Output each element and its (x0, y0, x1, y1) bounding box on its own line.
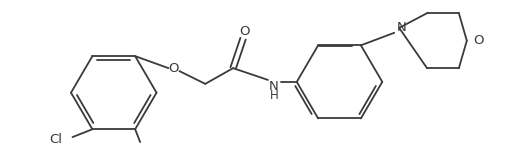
Text: N: N (395, 21, 405, 34)
Text: O: O (238, 25, 249, 38)
Text: Cl: Cl (49, 133, 63, 146)
Text: O: O (168, 62, 178, 75)
Text: N: N (269, 80, 278, 93)
Text: O: O (473, 34, 483, 47)
Text: H: H (269, 89, 278, 102)
